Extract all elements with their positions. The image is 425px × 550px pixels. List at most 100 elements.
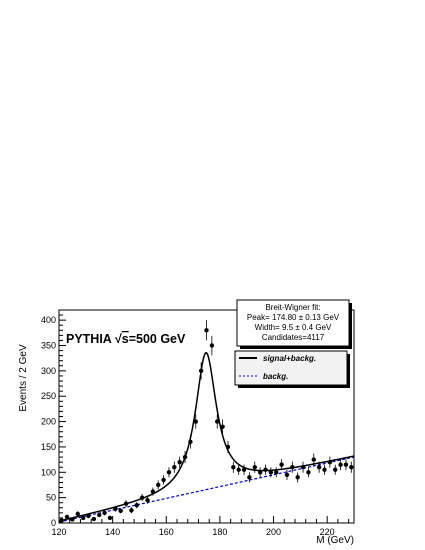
fit-box-width: Width= 9.5 ± 0.4 GeV <box>255 323 332 332</box>
data-point <box>198 362 204 380</box>
point-marker <box>182 454 188 460</box>
point-marker <box>129 508 134 513</box>
point-marker <box>64 514 70 520</box>
data-point <box>107 515 113 521</box>
point-marker <box>198 368 204 374</box>
y-tick-label: 50 <box>46 493 56 503</box>
point-marker <box>252 465 257 470</box>
data-point <box>172 461 177 473</box>
fit-curve-layer <box>58 351 355 522</box>
data-point <box>150 487 156 496</box>
point-marker <box>295 475 300 480</box>
data-point <box>274 467 279 478</box>
point-marker <box>177 459 182 465</box>
point-marker <box>209 343 215 348</box>
y-tick-label: 350 <box>41 341 56 351</box>
legend: signal+backg. backg. <box>234 350 350 388</box>
point-marker <box>193 419 198 424</box>
point-marker <box>134 503 139 508</box>
point-marker <box>113 506 118 511</box>
data-point <box>102 510 107 516</box>
y-tick-label: 400 <box>41 315 56 325</box>
data-point <box>139 494 145 502</box>
data-point <box>343 459 349 471</box>
point-marker <box>102 510 107 516</box>
signal-plus-background-curve <box>58 351 355 522</box>
point-marker <box>274 470 279 475</box>
data-point <box>204 320 209 341</box>
y-axis-label: Events / 2 GeV <box>18 344 29 412</box>
y-tick-label: 200 <box>41 417 56 427</box>
point-marker <box>156 482 161 488</box>
x-tick-label: 140 <box>105 527 120 537</box>
data-point <box>215 414 220 429</box>
point-marker <box>220 424 225 429</box>
data-point <box>284 469 290 480</box>
x-tick-label: 160 <box>159 527 174 537</box>
point-marker <box>316 465 322 470</box>
data-point <box>316 461 322 473</box>
legend-label-background: backg. <box>263 372 288 381</box>
x-axis-label: M (GeV) <box>316 535 354 546</box>
y-tick-label: 0 <box>51 518 56 528</box>
data-point <box>188 435 193 449</box>
point-marker <box>161 477 166 483</box>
data-point <box>338 459 343 471</box>
point-marker <box>268 470 274 475</box>
point-marker <box>306 470 311 475</box>
data-point <box>241 464 247 475</box>
data-point <box>247 472 252 483</box>
data-point <box>161 475 166 485</box>
axes: 120 140 160 180 200 220 0 50 100 150 200 250 300 350 4… <box>41 309 350 537</box>
data-point <box>257 467 263 478</box>
point-marker <box>118 508 123 514</box>
pythia-annotation: PYTHIA √s=500 GeV <box>66 332 186 346</box>
point-marker <box>80 515 86 521</box>
data-point <box>322 464 327 475</box>
data-point <box>75 511 80 517</box>
data-point <box>113 505 118 512</box>
sqrt-argument: s <box>122 332 129 346</box>
data-point <box>123 500 129 508</box>
point-marker <box>231 465 236 470</box>
x-tick-label: 120 <box>51 527 66 537</box>
point-marker <box>290 465 295 470</box>
data-point <box>263 464 268 475</box>
point-marker <box>279 462 284 467</box>
data-point <box>290 461 295 473</box>
data-point <box>236 464 241 475</box>
point-marker <box>91 516 97 522</box>
data-point <box>86 513 91 519</box>
data-point <box>231 461 236 473</box>
data-point <box>134 502 139 509</box>
data-point <box>311 453 316 466</box>
fit-box-candidates: Candidates=4117 <box>262 333 325 342</box>
point-marker <box>188 439 193 445</box>
data-point <box>166 467 172 478</box>
point-marker <box>107 515 113 521</box>
data-point <box>295 472 300 483</box>
point-marker <box>241 467 247 472</box>
data-point <box>252 461 257 473</box>
data-point <box>182 450 188 464</box>
point-marker <box>333 467 338 472</box>
data-point <box>300 461 306 473</box>
data-point <box>177 456 182 468</box>
point-marker <box>172 465 177 470</box>
data-point <box>97 512 102 518</box>
point-marker <box>327 459 333 465</box>
data-points-layer <box>59 320 354 523</box>
point-marker <box>338 462 343 467</box>
y-tick-label: 100 <box>41 467 56 477</box>
data-point <box>225 440 231 454</box>
data-point <box>118 508 123 514</box>
data-point <box>268 467 274 478</box>
y-tick-label: 150 <box>41 442 56 452</box>
fit-info-box: Breit-Wigner fit: Peak= 174.80 ± 0.13 Ge… <box>236 299 352 349</box>
data-point <box>64 514 70 520</box>
data-point <box>156 480 161 490</box>
point-marker <box>86 513 91 519</box>
data-point <box>349 461 354 473</box>
data-point <box>70 517 75 522</box>
